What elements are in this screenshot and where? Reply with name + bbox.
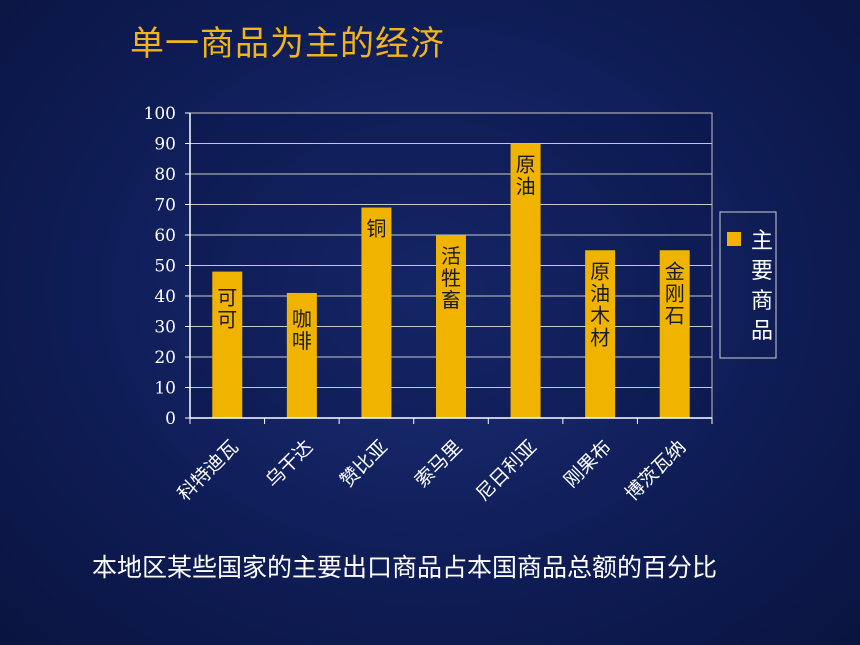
y-tick-labels: 0 10 20 30 40 50 60 70 80 90 100: [144, 104, 176, 429]
bar-3: [436, 235, 466, 418]
axes: [185, 112, 713, 424]
y-tick-label: 10: [154, 379, 176, 399]
x-category-label: 博茨瓦纳: [621, 436, 690, 505]
y-tick-label: 30: [154, 318, 176, 338]
y-tick-label: 80: [154, 165, 176, 185]
y-tick-label: 60: [154, 226, 176, 246]
bar-data-label: 原油木材: [590, 259, 610, 349]
bar-data-label: 原油: [516, 153, 536, 199]
legend-label: 主要商品: [751, 229, 773, 344]
y-tick-label: 0: [165, 409, 176, 429]
bar-data-label: 咖啡: [292, 307, 312, 353]
legend: 主要商品: [719, 211, 777, 359]
x-category-labels: 科特迪瓦 乌干达 赞比亚 索马里 尼日利亚 刚果布 博茨瓦纳: [174, 436, 691, 505]
chart-caption: 本地区某些国家的主要出口商品占本国商品总额的百分比: [92, 553, 718, 582]
x-category-label: 科特迪瓦: [174, 436, 243, 505]
bars: [212, 143, 690, 418]
bar-5: [585, 250, 616, 418]
y-tick-label: 90: [154, 135, 176, 155]
bar-data-label: 金刚石: [665, 259, 685, 327]
bar-data-label: 铜: [366, 217, 386, 241]
x-category-label: 乌干达: [262, 436, 318, 492]
legend-swatch: [727, 232, 741, 246]
x-category-label: 刚果布: [560, 436, 616, 492]
bar-6: [659, 250, 690, 418]
bar-2: [361, 207, 392, 418]
y-tick-label: 20: [154, 348, 176, 368]
bar-0: [212, 271, 243, 418]
x-category-label: 赞比亚: [336, 436, 392, 492]
bar-data-label: 活牲畜: [441, 244, 461, 312]
legend-box: [719, 211, 777, 359]
bar-1: [286, 292, 317, 418]
bar-data-label: 可可: [217, 286, 237, 332]
y-tick-label: 70: [154, 196, 176, 216]
y-tick-label: 100: [144, 104, 176, 124]
x-category-label: 索马里: [411, 436, 467, 492]
x-category-label: 尼日利亚: [472, 436, 541, 505]
slide-title: 单一商品为主的经济: [130, 24, 445, 64]
y-tick-label: 40: [154, 287, 176, 307]
bar-4: [510, 143, 541, 418]
y-tick-label: 50: [154, 257, 176, 277]
